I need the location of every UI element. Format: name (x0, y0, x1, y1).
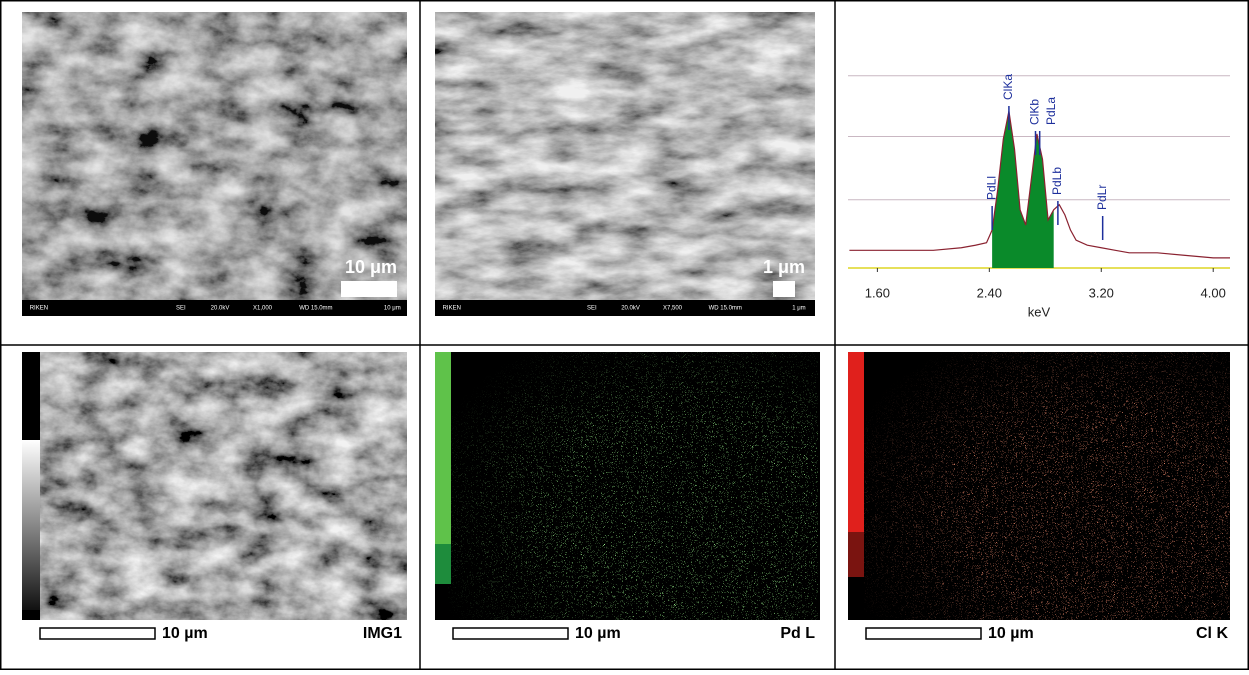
sem-image (435, 12, 815, 300)
scale-label: 10 µm (575, 625, 621, 642)
info-text: 10 μm (384, 306, 401, 312)
peak-label: PdLa (1044, 97, 1058, 125)
info-text: RIKEN (443, 306, 461, 312)
info-text: 20.0kV (211, 306, 230, 312)
scale-bar (866, 628, 981, 639)
figure: RIKEN SEI 20.0kV X1,000 WD 15.0mm 10 μm 10 μm R… (0, 0, 1249, 670)
info-text: SEI (176, 306, 186, 312)
peak-label: ClKa (1001, 74, 1015, 100)
info-text: WD 15.0mm (299, 306, 332, 312)
scale-bar (773, 281, 795, 297)
scale-bar (453, 628, 568, 639)
pd-map (435, 352, 820, 620)
info-text: 20.0kV (621, 306, 640, 312)
scale-label: 1 μm (763, 257, 805, 277)
map-label: Cl K (1196, 625, 1228, 642)
x-tick-label: 2.40 (977, 285, 1002, 300)
info-text: SEI (587, 306, 597, 312)
scale-label: 10 µm (162, 625, 208, 642)
scale-bar (341, 281, 397, 297)
peak-label: PdLl (984, 176, 998, 200)
x-tick-label: 3.20 (1089, 285, 1114, 300)
info-text: X1,000 (253, 306, 273, 312)
x-tick-label: 1.60 (865, 285, 890, 300)
scale-bar (40, 628, 155, 639)
cl-map (848, 352, 1230, 620)
info-text: 1 μm (792, 306, 805, 312)
peak-label: PdLr (1095, 185, 1109, 210)
peak-area (992, 111, 1054, 268)
info-text: RIKEN (30, 306, 48, 312)
peak-label: ClKb (1028, 99, 1042, 125)
peak-label: PdLb (1050, 167, 1064, 195)
sei-image (22, 352, 407, 620)
map-label: IMG1 (363, 625, 402, 642)
info-text: X7,500 (663, 306, 683, 312)
x-tick-label: 4.00 (1201, 285, 1226, 300)
scale-label: 10 μm (345, 257, 397, 277)
map-label: Pd L (780, 625, 815, 642)
scale-label: 10 µm (988, 625, 1034, 642)
info-text: WD 15.0mm (709, 306, 742, 312)
x-axis-label: keV (1028, 304, 1051, 319)
